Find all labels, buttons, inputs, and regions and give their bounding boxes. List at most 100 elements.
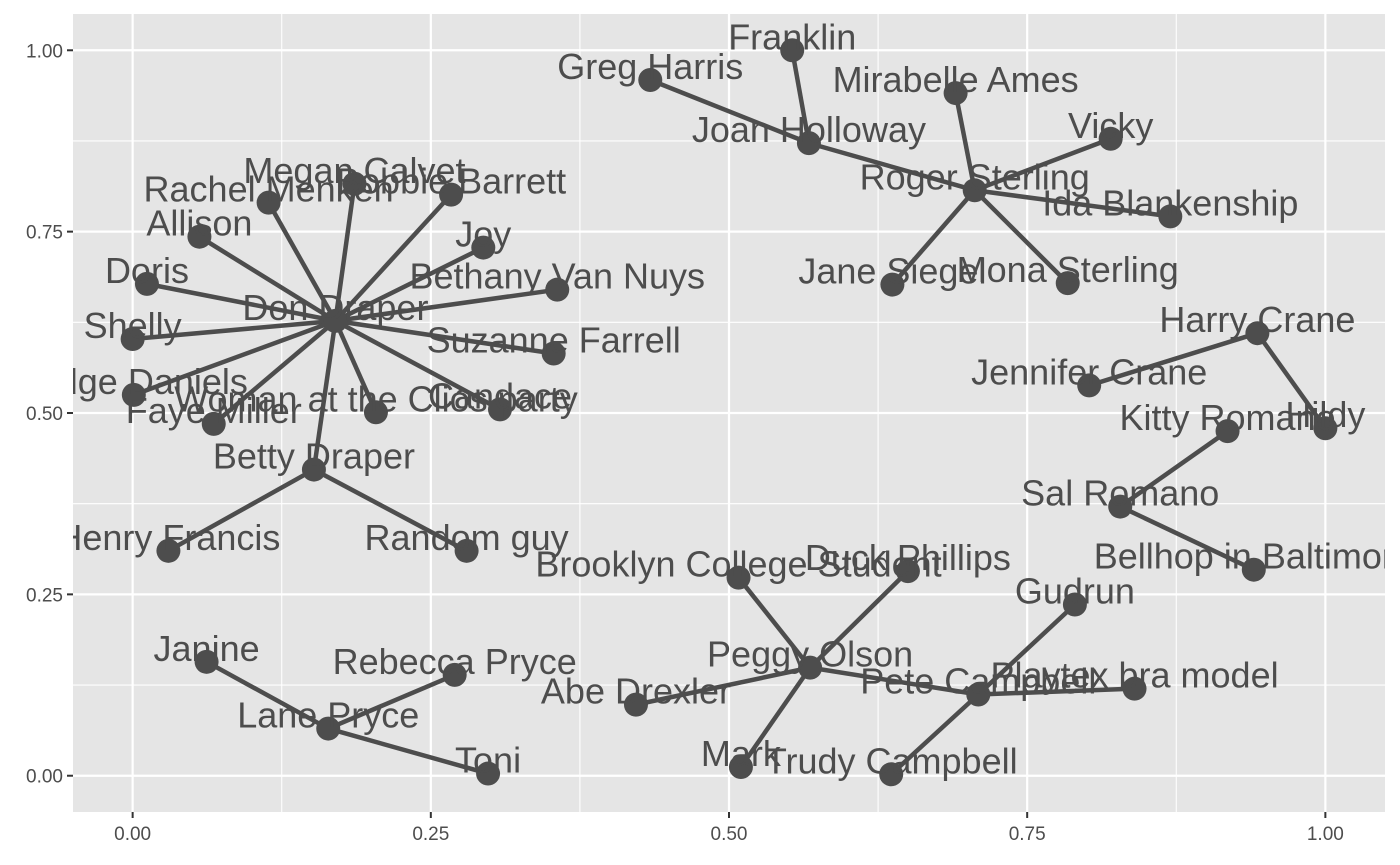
network-node <box>1062 592 1087 617</box>
network-node <box>879 762 904 787</box>
node-label: Shelly <box>84 305 182 346</box>
x-tick-label: 0.00 <box>114 824 151 845</box>
network-edges <box>132 49 1328 776</box>
node-label: Hildy <box>1285 394 1365 435</box>
network-edge <box>167 467 316 553</box>
network-edge <box>132 318 336 342</box>
network-node <box>962 178 987 203</box>
node-label: Random guy <box>365 517 569 558</box>
network-edge <box>890 188 977 287</box>
node-label: Peggy Olson <box>707 634 913 675</box>
node-label: Lane Pryce <box>237 695 419 736</box>
network-edge <box>808 140 976 193</box>
network-node <box>342 171 367 196</box>
node-label: Joan Holloway <box>692 109 926 150</box>
network-edge <box>335 318 555 356</box>
network-node <box>363 400 388 425</box>
network-edge <box>635 665 811 707</box>
network-edge <box>311 320 338 470</box>
node-label: Duck Phillips <box>805 537 1011 578</box>
network-edge <box>973 188 1070 285</box>
network-edge <box>976 602 1077 697</box>
node-label: Brooklyn College Student <box>535 544 941 585</box>
node-label: Trudy Campbell <box>765 740 1018 781</box>
x-tick-label: 0.50 <box>711 824 748 845</box>
network-edge <box>133 318 337 397</box>
network-node <box>301 457 326 482</box>
network-node <box>187 224 212 249</box>
node-label: Bobbie Barrett <box>336 161 566 202</box>
network-node <box>194 649 219 674</box>
network-edge <box>327 726 489 776</box>
network-node <box>323 308 348 333</box>
network-node <box>134 271 159 296</box>
network-edge <box>334 318 502 412</box>
network-edge <box>1255 331 1328 430</box>
network-node <box>728 755 753 780</box>
network-node <box>454 538 479 563</box>
node-label: Greg Harris <box>557 46 743 87</box>
y-tick-label: 0.75 <box>26 223 63 244</box>
y-tick-label: 1.00 <box>26 41 63 62</box>
network-node <box>1313 416 1338 441</box>
grid-lines <box>73 14 1385 812</box>
x-tick-label: 1.00 <box>1307 824 1344 845</box>
network-node <box>1098 126 1123 151</box>
network-node <box>796 131 821 156</box>
network-edge <box>198 234 337 323</box>
node-label: Candace <box>428 375 572 416</box>
node-label: Janine <box>154 628 260 669</box>
network-node <box>439 182 464 207</box>
network-edge <box>974 188 1171 219</box>
network-edge <box>953 92 977 191</box>
node-label: Don Draper <box>242 287 428 328</box>
network-edge <box>978 686 1135 697</box>
node-label: Roger Sterling <box>860 156 1090 197</box>
network-edge <box>1119 504 1255 572</box>
network-node <box>880 272 905 297</box>
node-label: Mirabelle Ames <box>833 59 1079 100</box>
node-label: Jennifer Crane <box>971 351 1207 392</box>
network-node <box>316 716 341 741</box>
network-node <box>1245 321 1270 346</box>
network-edge <box>649 77 810 146</box>
network-edge <box>333 319 379 414</box>
network-edge <box>809 665 979 697</box>
node-label: Kitty Romano <box>1120 397 1336 438</box>
network-node <box>442 662 467 687</box>
network-node <box>156 538 181 563</box>
node-label: Vicky <box>1068 105 1153 146</box>
node-label: Sal Romano <box>1021 473 1219 514</box>
node-label: Betty Draper <box>213 436 415 477</box>
network-node <box>966 682 991 707</box>
node-label: Suzanne Farrell <box>427 320 681 361</box>
network-node <box>1158 204 1183 229</box>
node-label: Mark <box>701 733 782 774</box>
node-label: Playtex bra model <box>990 655 1278 696</box>
network-edge <box>889 692 980 776</box>
network-edge <box>266 201 338 322</box>
y-tick-label: 0.50 <box>26 404 63 425</box>
node-label: Rachel Menken <box>144 169 394 210</box>
node-label: Harry Crane <box>1159 299 1355 340</box>
x-tick-label: 0.25 <box>412 824 449 845</box>
network-edge <box>736 576 812 670</box>
network-edge <box>333 183 357 322</box>
network-node <box>471 235 496 260</box>
network-node <box>1241 557 1266 582</box>
node-label: Bellhop in Baltimore <box>1094 536 1400 577</box>
node-label: Ida Blankenship <box>1042 182 1298 223</box>
network-edge <box>1118 429 1229 509</box>
network-node <box>545 277 570 302</box>
network-node <box>895 559 920 584</box>
network-node <box>256 190 281 215</box>
network-node <box>120 327 145 352</box>
network-node <box>623 692 648 717</box>
y-tick-label: 0.00 <box>26 767 63 788</box>
node-label: Abe Drexler <box>541 671 731 712</box>
network-node <box>1055 271 1080 296</box>
axis-ticks: 0.00 0.25 0.50 0.75 1.00 0.00 0.25 0.50 0.75 1.00 <box>26 41 1344 845</box>
node-label: Jane Siegel <box>798 251 986 292</box>
